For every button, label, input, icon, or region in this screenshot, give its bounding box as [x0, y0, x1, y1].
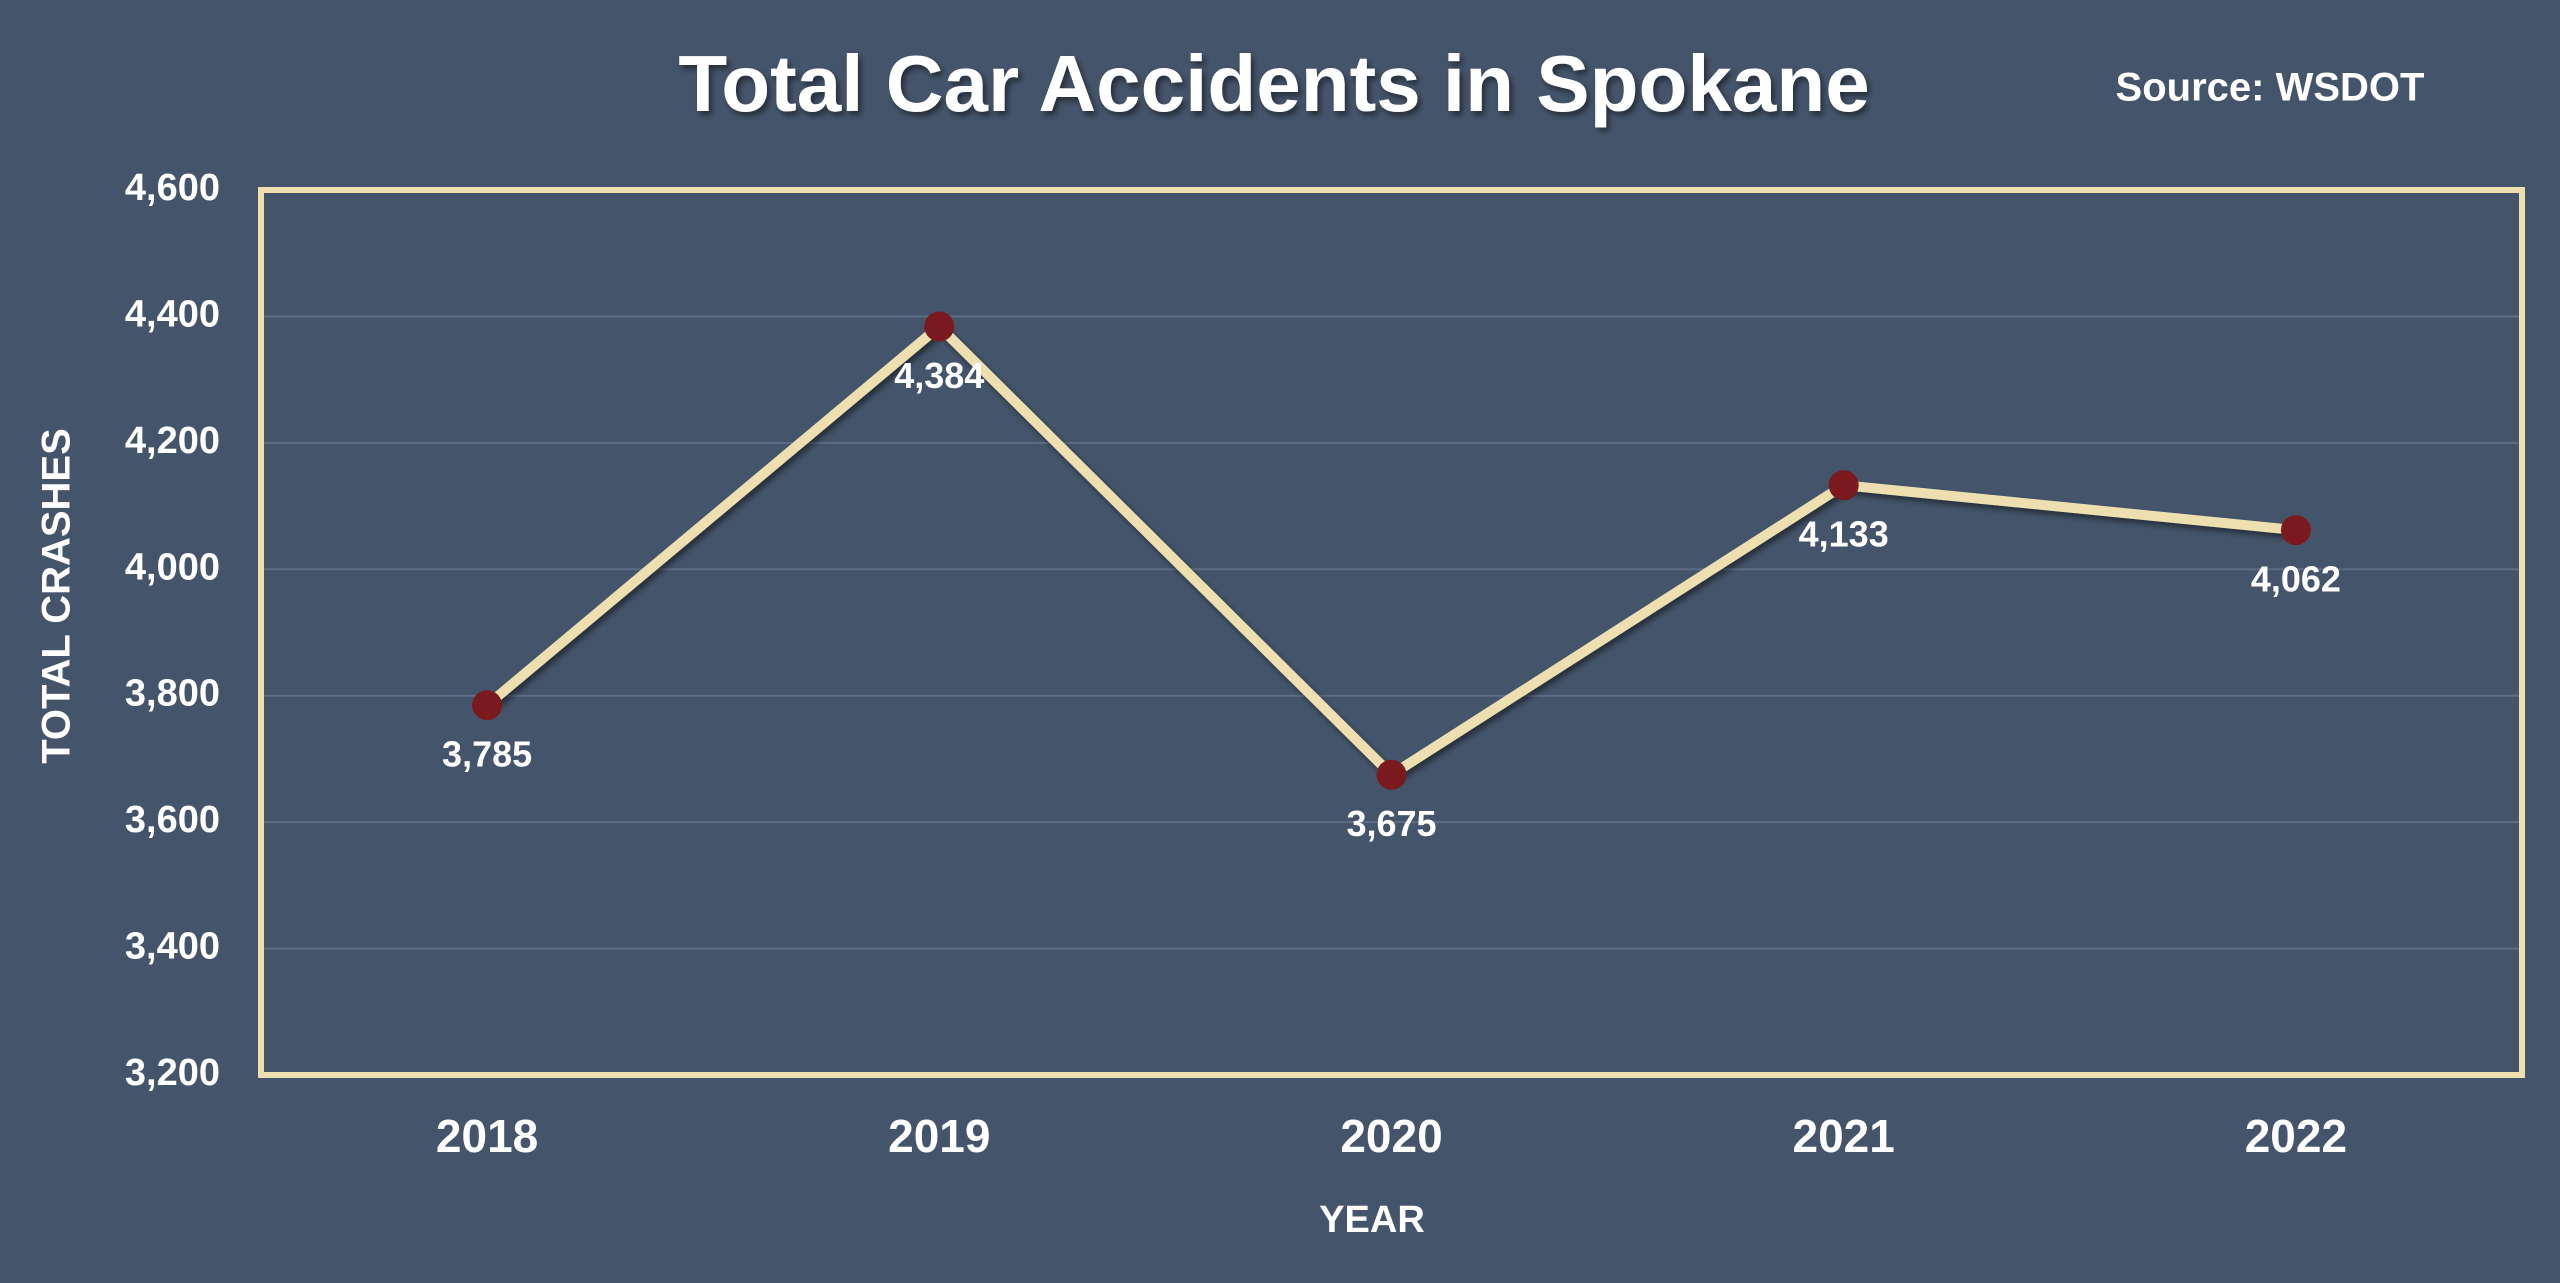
- data-label: 4,384: [894, 355, 984, 396]
- y-tick-label: 3,400: [125, 926, 220, 968]
- y-axis-label: TOTAL CRASHES: [35, 428, 79, 764]
- y-tick-label: 4,000: [125, 546, 220, 588]
- data-point: [1376, 759, 1407, 790]
- data-label: 4,062: [2251, 559, 2341, 600]
- data-label: 3,785: [442, 734, 532, 775]
- x-tick-label: 2018: [436, 1110, 538, 1162]
- data-label: 3,675: [1346, 803, 1436, 844]
- data-point: [472, 690, 503, 721]
- chart-title: Total Car Accidents in Spokane: [678, 39, 1869, 128]
- plot-frame: [258, 187, 2525, 1078]
- marks: 3,785 4,384 3,675 4,133 4,062: [442, 311, 2341, 844]
- x-axis-label: YEAR: [1319, 1199, 1425, 1241]
- x-tick-label: 2020: [1340, 1110, 1442, 1162]
- data-label: 4,133: [1799, 514, 1889, 555]
- y-tick-label: 3,600: [125, 799, 220, 841]
- data-point: [2280, 515, 2311, 546]
- data-point: [1828, 470, 1859, 501]
- y-tick-label: 3,800: [125, 673, 220, 715]
- x-tick-label: 2021: [1793, 1110, 1895, 1162]
- y-tick-label: 4,400: [125, 293, 220, 335]
- y-tick-label: 3,200: [125, 1052, 220, 1094]
- data-point: [924, 311, 955, 342]
- source-note: Source: WSDOT: [2116, 66, 2425, 110]
- y-tick-label: 4,200: [125, 420, 220, 462]
- y-tick-label: 4,600: [125, 167, 220, 209]
- x-tick-label: 2022: [2245, 1110, 2347, 1162]
- x-tick-label: 2019: [888, 1110, 990, 1162]
